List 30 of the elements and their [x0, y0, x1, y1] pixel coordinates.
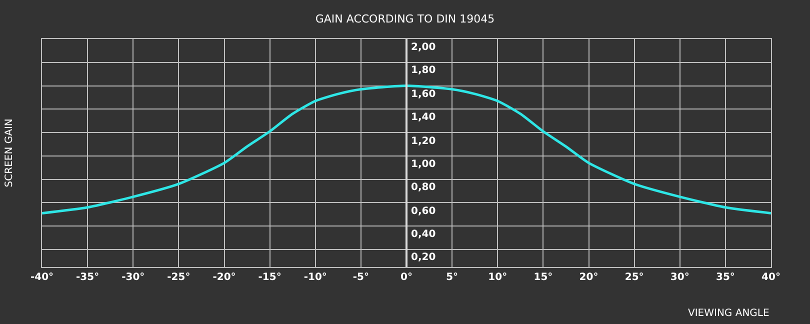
y-tick-label: 0,80 — [411, 182, 436, 193]
chart-title: GAIN ACCORDING TO DIN 19045 — [315, 12, 495, 26]
y-tick-label: 2,00 — [411, 42, 436, 53]
x-tick-label: -10° — [304, 272, 327, 283]
y-tick-label: 1,60 — [411, 89, 436, 100]
x-tick-label: -20° — [212, 272, 236, 283]
x-tick-label: 10° — [488, 272, 508, 283]
x-tick-label: -25° — [167, 272, 190, 283]
x-tick-label: -40° — [30, 272, 54, 283]
y-axis-title: SCREEN GAIN — [4, 118, 16, 188]
x-tick-label: -5° — [352, 272, 369, 283]
y-tick-label: 1,80 — [411, 65, 436, 76]
x-tick-label: -35° — [76, 272, 100, 283]
y-tick-label: 0,20 — [411, 252, 436, 263]
x-tick-label: 5° — [446, 272, 458, 283]
x-tick-label: 20° — [579, 272, 598, 283]
y-tick-label: 0,40 — [411, 229, 436, 240]
y-tick-label: 0,60 — [411, 206, 436, 217]
x-tick-label: -30° — [122, 272, 145, 283]
x-tick-label: 30° — [670, 272, 690, 283]
x-tick-label: 0° — [400, 272, 412, 283]
x-tick-label: 15° — [534, 272, 553, 283]
x-tick-label: 40° — [762, 272, 780, 283]
y-tick-label: 1,20 — [411, 136, 436, 147]
x-tick-label: -15° — [258, 272, 282, 283]
x-tick-label: 25° — [624, 272, 644, 283]
x-axis-title: VIEWING ANGLE — [688, 308, 770, 319]
y-tick-label: 1,40 — [411, 112, 436, 123]
y-tick-label: 1,00 — [411, 159, 436, 170]
x-tick-label: 35° — [716, 272, 735, 283]
